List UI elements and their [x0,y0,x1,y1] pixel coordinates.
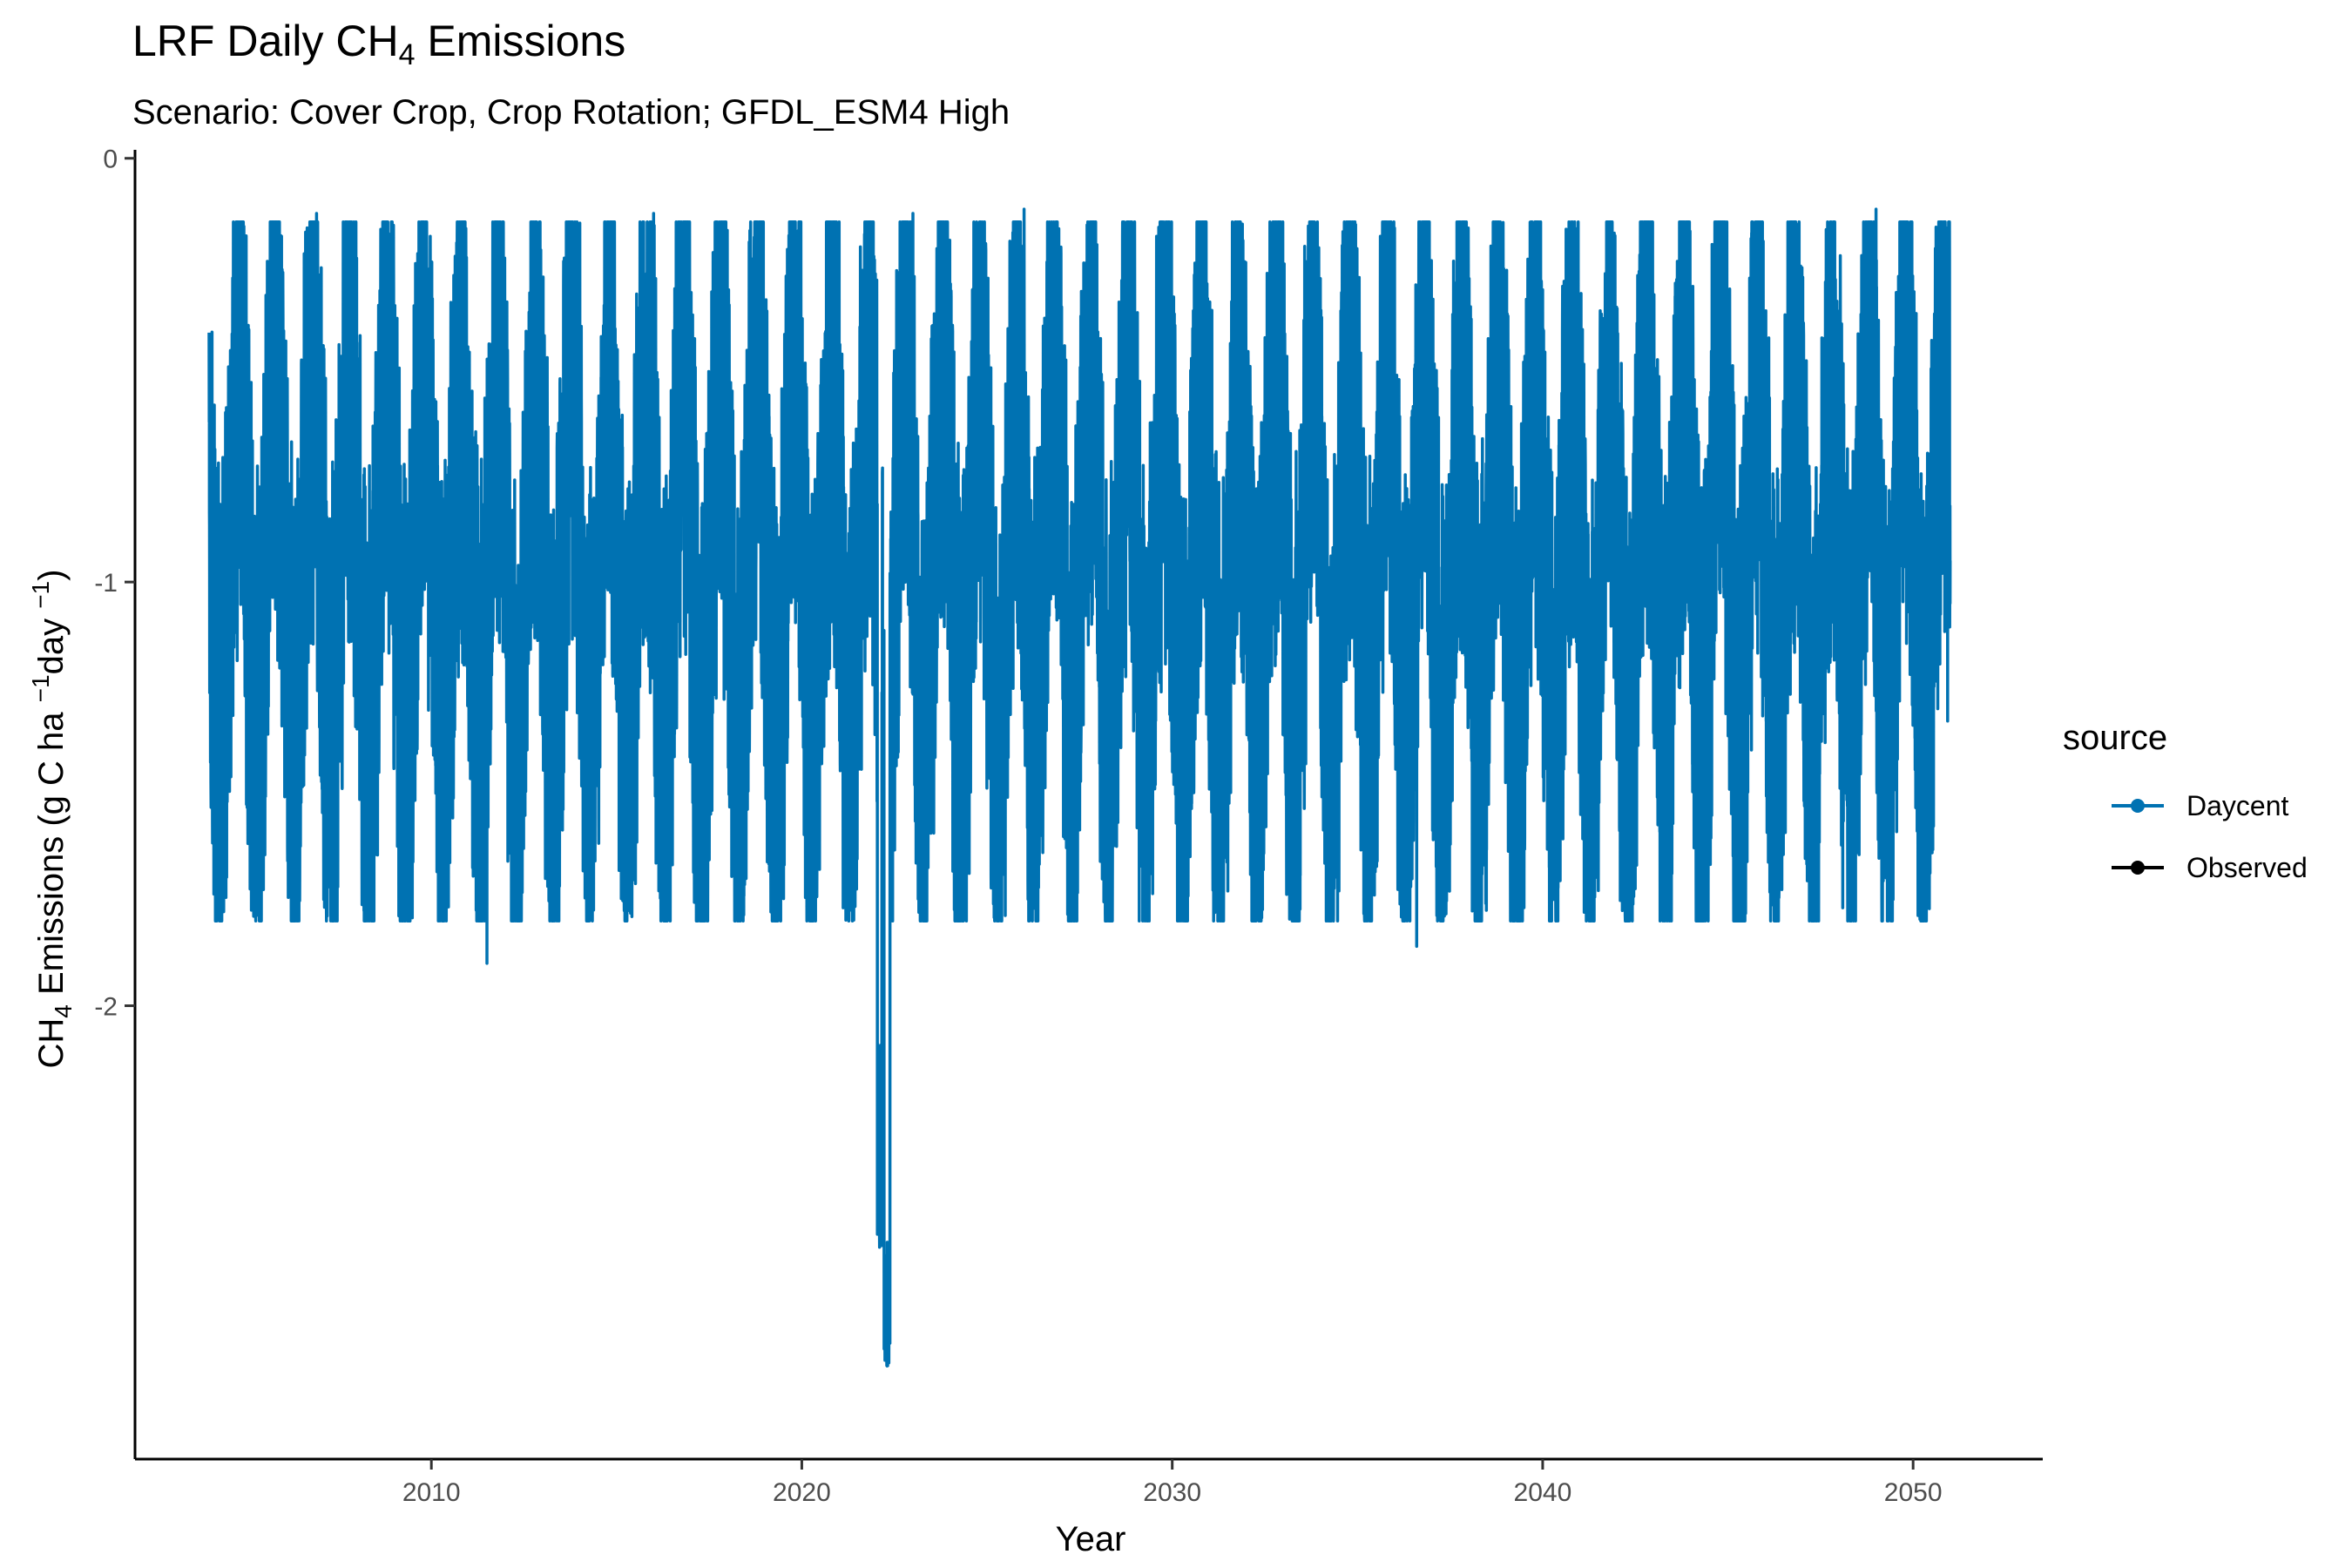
x-tick-label: 2050 [1884,1478,1943,1507]
series-line-daycent [207,207,1952,1368]
x-tick-label: 2010 [402,1478,461,1507]
y-tick-label: -1 [94,569,118,598]
y-axis-title: CH4 Emissions (g C ha −1day −1) [27,570,77,1069]
legend-key-point-daycent [2131,799,2145,813]
legend-label-daycent: Daycent [2186,790,2289,821]
legend-item-observed: Observed [2112,852,2308,883]
legend: source Daycent Observed [2063,719,2308,883]
legend-label-observed: Observed [2186,852,2308,883]
legend-item-daycent: Daycent [2112,790,2289,821]
x-tick-label: 2030 [1143,1478,1201,1507]
x-tick-label: 2020 [773,1478,831,1507]
legend-key-point-observed [2131,861,2145,875]
y-tick-label: 0 [103,145,118,174]
series-layer [207,207,1952,1368]
x-tick-label: 2040 [1514,1478,1572,1507]
chart-title: LRF Daily CH4 Emissions [132,17,625,71]
chart-subtitle: Scenario: Cover Crop, Crop Rotation; GFD… [132,93,1010,132]
legend-title: source [2063,719,2167,757]
axes: 2010 2020 2030 2040 2050 -2 -1 0 [94,145,2043,1507]
y-tick-label: -2 [94,993,118,1022]
x-axis-title: Year [1056,1520,1126,1558]
